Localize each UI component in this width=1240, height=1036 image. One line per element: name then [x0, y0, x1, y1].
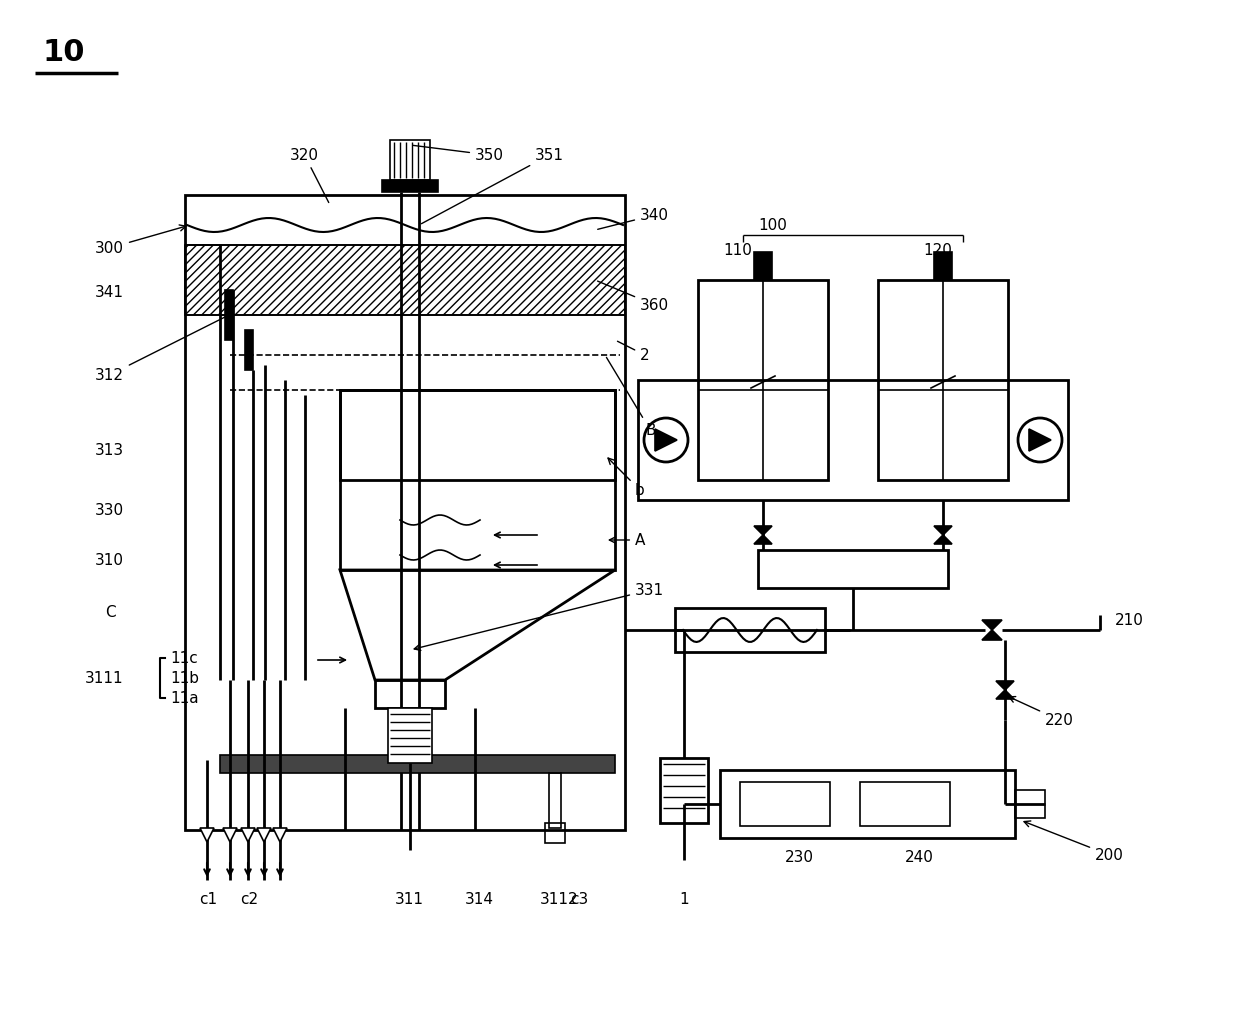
Polygon shape: [754, 535, 773, 544]
Bar: [698, 280, 828, 480]
Text: 341: 341: [95, 285, 124, 299]
Text: 330: 330: [95, 502, 124, 518]
Bar: [340, 390, 615, 480]
Text: c2: c2: [241, 892, 258, 908]
Text: 200: 200: [1024, 821, 1123, 863]
Polygon shape: [982, 620, 1002, 630]
Bar: [549, 773, 560, 828]
Polygon shape: [200, 828, 215, 842]
Text: 210: 210: [1115, 612, 1143, 628]
Bar: [246, 330, 253, 370]
Text: 100: 100: [758, 218, 787, 232]
Bar: [219, 755, 615, 773]
Text: c1: c1: [198, 892, 217, 908]
Bar: [639, 380, 1068, 500]
Polygon shape: [655, 429, 677, 451]
Polygon shape: [996, 690, 1014, 699]
Text: c3: c3: [570, 892, 588, 908]
Text: 331: 331: [414, 582, 665, 651]
Text: 3111: 3111: [86, 670, 124, 686]
Polygon shape: [934, 535, 952, 544]
Bar: [224, 290, 233, 340]
Text: 2: 2: [618, 341, 650, 363]
Bar: [740, 782, 830, 826]
Text: C: C: [105, 604, 115, 620]
Bar: [878, 280, 1008, 480]
Bar: [185, 244, 625, 315]
Bar: [340, 390, 615, 570]
Text: 312: 312: [95, 316, 227, 382]
Polygon shape: [273, 828, 286, 842]
Text: 3112: 3112: [539, 892, 579, 908]
Bar: [720, 770, 1016, 838]
Text: 230: 230: [785, 851, 813, 865]
Text: 1: 1: [680, 892, 688, 908]
Bar: [754, 252, 773, 280]
Text: 120: 120: [923, 242, 952, 258]
Polygon shape: [996, 681, 1014, 690]
Text: B: B: [606, 357, 656, 437]
Text: 110: 110: [723, 242, 760, 259]
Text: 360: 360: [598, 281, 670, 313]
Bar: [391, 140, 430, 180]
Text: 311: 311: [396, 892, 424, 908]
Text: 240: 240: [905, 851, 934, 865]
Text: 11c: 11c: [170, 651, 197, 665]
Polygon shape: [223, 828, 237, 842]
Text: 310: 310: [95, 552, 124, 568]
Bar: [675, 608, 825, 652]
Text: 351: 351: [422, 147, 564, 224]
Bar: [758, 550, 949, 588]
Polygon shape: [257, 828, 272, 842]
Text: 11a: 11a: [170, 691, 198, 706]
Text: b: b: [608, 458, 645, 497]
Text: 320: 320: [290, 147, 329, 202]
Polygon shape: [241, 828, 255, 842]
Text: 300: 300: [95, 225, 186, 256]
Text: A: A: [609, 533, 645, 547]
Bar: [660, 758, 708, 823]
Text: 340: 340: [598, 207, 670, 229]
Bar: [546, 823, 565, 843]
Polygon shape: [934, 526, 952, 535]
Bar: [388, 708, 432, 762]
Polygon shape: [1029, 429, 1052, 451]
Bar: [382, 180, 438, 192]
Text: 350: 350: [413, 145, 503, 163]
Polygon shape: [982, 630, 1002, 640]
Text: 10: 10: [42, 37, 84, 66]
Bar: [1016, 790, 1045, 818]
Bar: [861, 782, 950, 826]
Text: 11b: 11b: [170, 670, 198, 686]
Polygon shape: [754, 526, 773, 535]
Text: 313: 313: [95, 442, 124, 458]
Bar: [185, 195, 625, 830]
Bar: [934, 252, 952, 280]
Bar: [374, 680, 445, 708]
Text: 314: 314: [465, 892, 494, 908]
Text: 220: 220: [1009, 696, 1074, 727]
